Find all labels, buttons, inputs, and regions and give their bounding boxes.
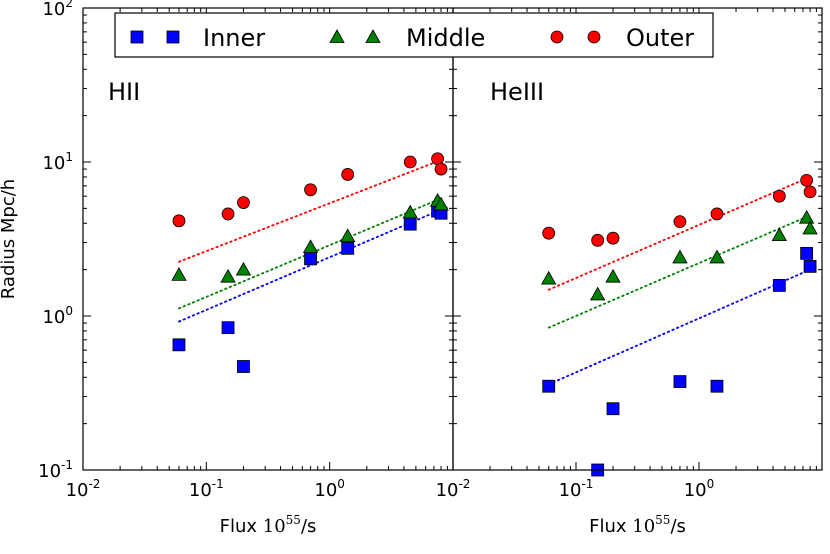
point-outer <box>606 231 620 245</box>
point-inner <box>673 375 687 388</box>
point-outer <box>591 233 605 247</box>
fit-line-outer <box>547 176 811 291</box>
point-inner <box>237 360 250 373</box>
point-middle <box>589 286 606 301</box>
point-outer <box>542 226 556 240</box>
legend-label-outer: Outer <box>626 24 694 52</box>
legend-frame <box>114 12 714 58</box>
point-inner <box>800 246 814 260</box>
y-tick-label: 102 <box>42 0 73 20</box>
legend-label-inner: Inner <box>203 24 265 52</box>
point-outer <box>221 207 235 221</box>
fit-line-outer <box>178 159 442 263</box>
legend-label-middle: Middle <box>406 24 485 52</box>
point-middle <box>235 261 252 276</box>
legend: Inner Middle Outer <box>114 12 714 58</box>
point-middle <box>798 209 815 224</box>
point-middle <box>402 204 418 219</box>
point-outer <box>772 189 786 203</box>
fit-line-middle <box>547 214 811 329</box>
point-middle <box>802 220 818 235</box>
point-outer <box>434 162 448 176</box>
point-inner <box>172 338 186 352</box>
legend-marker-outer <box>550 30 564 44</box>
panel-label: HII <box>108 78 140 106</box>
point-outer <box>172 214 186 228</box>
point-inner <box>772 279 786 292</box>
point-inner <box>803 259 817 273</box>
point-middle <box>340 228 356 243</box>
x-tick-label: 10-2 <box>436 477 471 501</box>
x-axis-label: Flux 1055/s <box>220 513 317 537</box>
y-axis-label: Radius Mpc/h <box>0 179 19 299</box>
x-tick-label: 100 <box>684 477 715 501</box>
point-inner <box>710 379 724 393</box>
point-outer <box>710 207 724 221</box>
point-middle <box>220 268 236 283</box>
x-tick-label: 10-1 <box>559 477 594 501</box>
point-outer <box>304 183 317 197</box>
legend-marker-middle <box>329 29 345 43</box>
point-inner <box>606 402 620 416</box>
x-tick-label: 10-1 <box>189 477 224 501</box>
panel-hii <box>82 7 454 471</box>
x-tick-label: 100 <box>314 477 345 501</box>
point-outer <box>403 155 417 169</box>
point-middle <box>672 249 688 264</box>
legend-marker-inner <box>130 30 144 44</box>
point-inner <box>341 241 355 255</box>
point-middle <box>171 267 187 281</box>
x-tick-label: 10-2 <box>66 477 101 501</box>
point-middle <box>433 196 449 211</box>
point-outer <box>673 215 687 229</box>
y-tick-label: 100 <box>42 304 73 328</box>
y-tick-label: 101 <box>42 150 73 174</box>
point-inner <box>221 321 235 335</box>
point-outer <box>803 185 817 199</box>
point-middle <box>541 270 557 285</box>
point-middle <box>771 227 788 242</box>
panel-heiii <box>452 7 823 477</box>
point-middle <box>605 268 621 283</box>
point-inner <box>304 252 317 266</box>
point-middle <box>709 249 725 264</box>
point-inner <box>403 217 417 231</box>
legend-marker-inner <box>166 30 180 44</box>
axes-frame <box>452 7 823 471</box>
point-inner <box>542 379 556 393</box>
legend-marker-middle <box>365 29 381 43</box>
point-outer <box>800 173 814 187</box>
panel-label: HeIII <box>490 78 544 106</box>
point-outer <box>237 196 250 209</box>
point-middle <box>302 239 319 254</box>
x-axis-label: Flux 1055/s <box>589 513 686 537</box>
legend-marker-outer <box>587 30 601 44</box>
point-outer <box>341 168 355 181</box>
y-tick-label: 10-1 <box>38 458 73 482</box>
